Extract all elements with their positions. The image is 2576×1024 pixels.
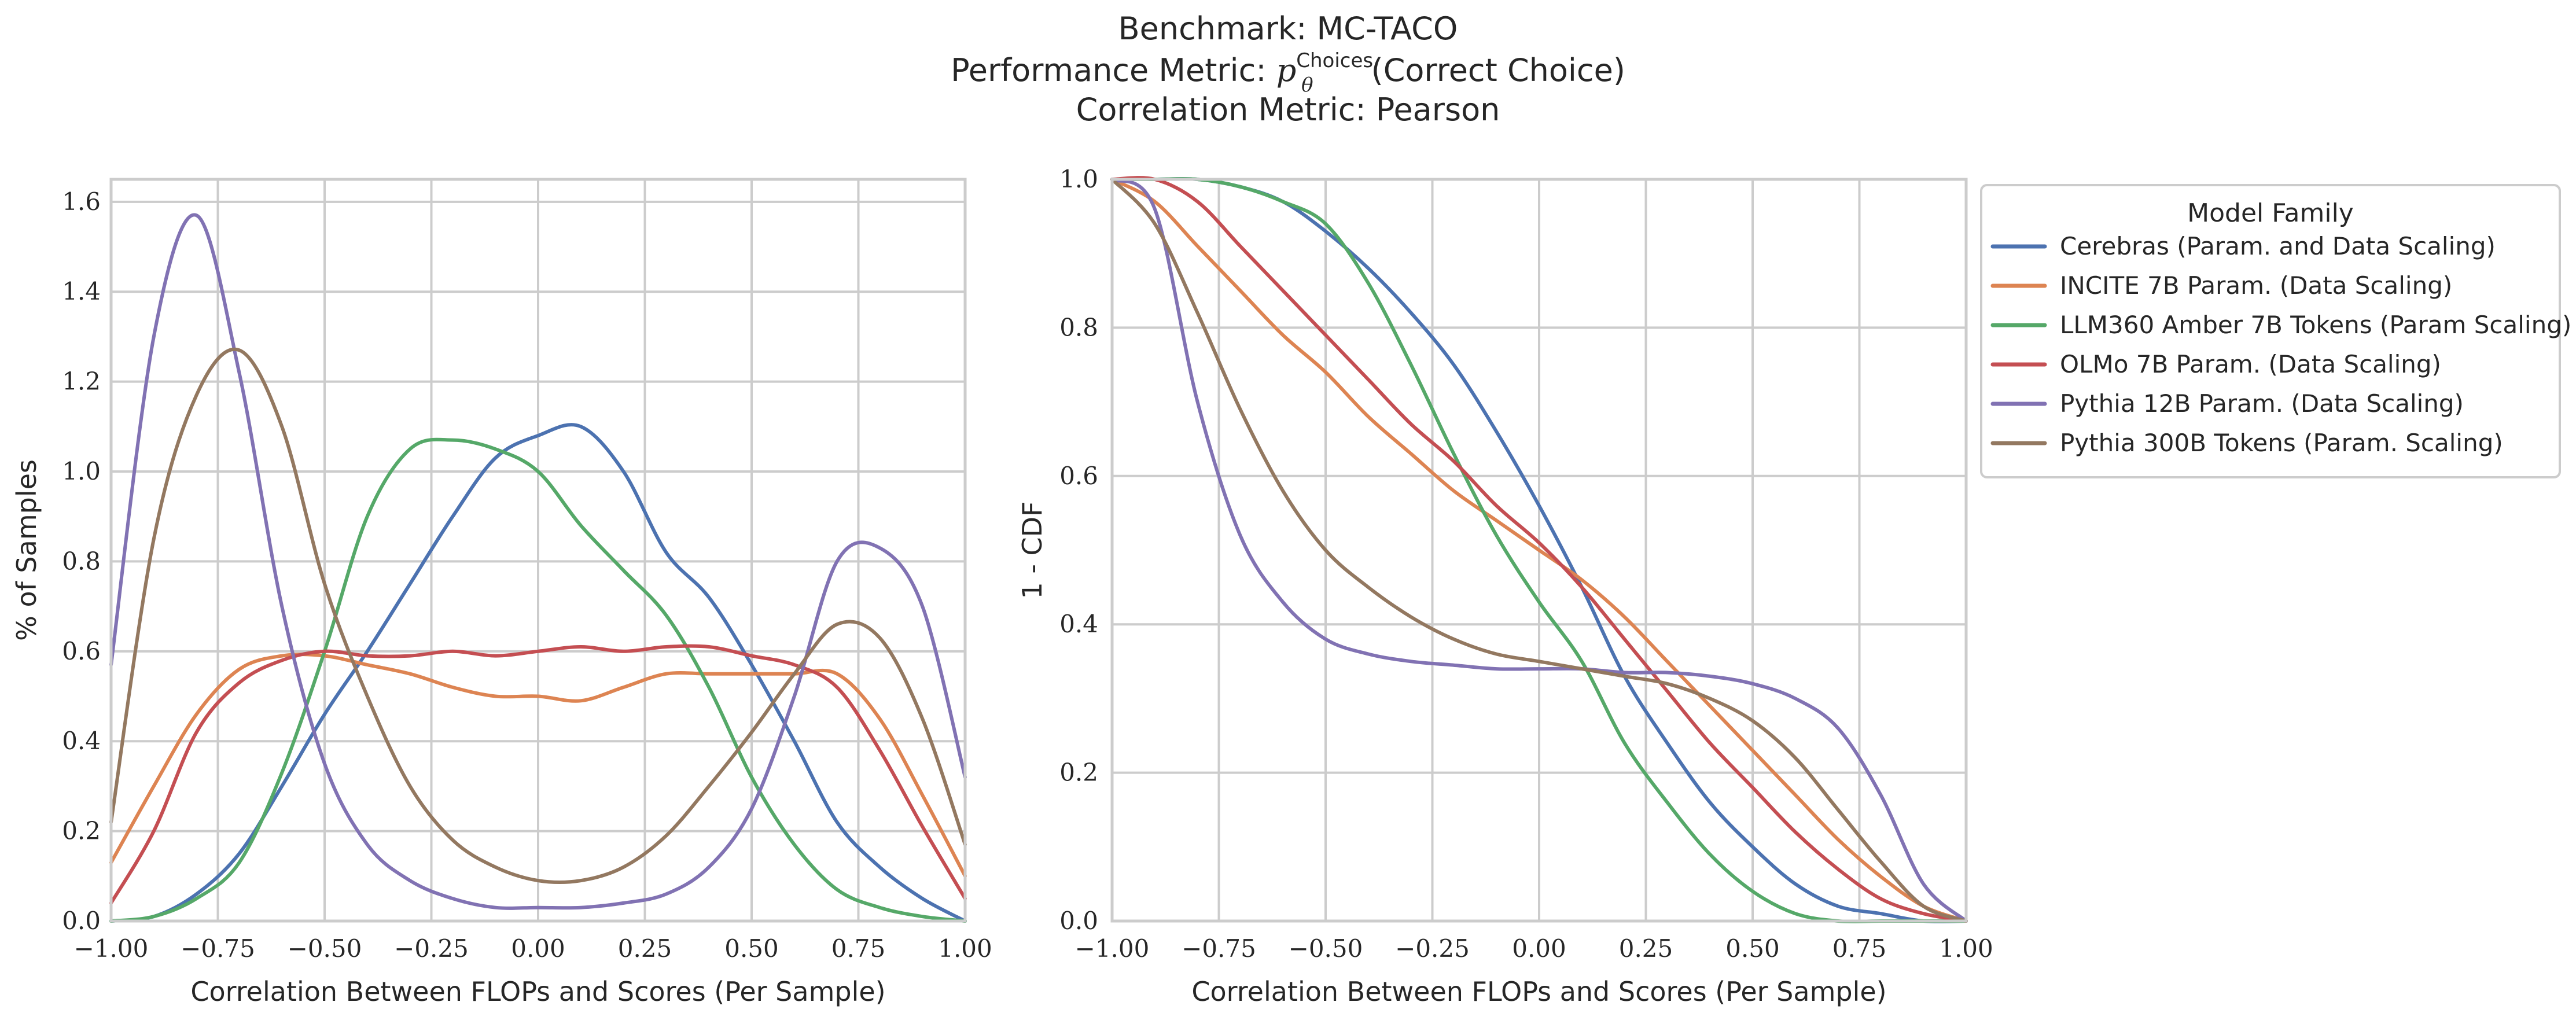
legend-label-llm360-amber-7b-tokens-param-scaling: LLM360 Amber 7B Tokens (Param Scaling) xyxy=(2060,311,2571,339)
kde-curve-pythia-12b-param-data-scaling xyxy=(109,213,967,910)
title-math-sup: Choices xyxy=(1296,49,1373,72)
legend-box xyxy=(1980,184,2561,478)
kde-grid xyxy=(110,179,966,922)
cdf-xtick-label: −0.75 xyxy=(1182,934,1256,963)
cdf-ytick-label: 0.8 xyxy=(1059,313,1098,341)
kde-xtick-label: 0.00 xyxy=(511,934,565,963)
title-line-3: Correlation Metric: Pearson xyxy=(1076,91,1500,128)
legend-title: Model Family xyxy=(2187,198,2354,228)
kde-xtick-label: −0.50 xyxy=(288,934,362,963)
kde-ytick-label: 0.6 xyxy=(62,637,101,665)
cdf-panel: −1.00 −0.75 −0.50 −0.25 0.00 0.25 0.50 0.75 1.00… xyxy=(1017,165,1993,1007)
kde-xtick-label: 0.50 xyxy=(724,934,779,963)
legend-label-olmo-7b-param-data-scaling: OLMo 7B Param. (Data Scaling) xyxy=(2060,350,2441,378)
cdf-xtick-label: −1.00 xyxy=(1075,934,1150,963)
cdf-curve-pythia-12b-param-data-scaling xyxy=(1110,178,1968,923)
kde-panel: −1.00 −0.75 −0.50 −0.25 0.00 0.25 0.50 0.75 1.00… xyxy=(11,178,992,1007)
cdf-curve-pythia-300b-tokens-param-scaling xyxy=(1110,178,1968,923)
cdf-ytick-label: 1.0 xyxy=(1059,165,1098,193)
kde-ytick-label: 1.0 xyxy=(62,457,101,485)
cdf-curves xyxy=(1110,176,1968,923)
kde-curves xyxy=(109,213,967,923)
kde-curve-incite-7b-param-data-scaling xyxy=(109,653,967,878)
cdf-curve-llm360-amber-7b-tokens-param-scaling xyxy=(1110,177,1968,923)
figure-title: Benchmark: MC-TACO Performance Metric: p… xyxy=(951,10,1625,128)
kde-ytick-label: 0.4 xyxy=(62,727,101,755)
kde-curve-pythia-300b-tokens-param-scaling xyxy=(109,347,967,884)
kde-xlabel: Correlation Between FLOPs and Scores (Pe… xyxy=(190,976,885,1007)
legend-items: Cerebras (Param. and Data Scaling) INCITE… xyxy=(1990,232,2571,457)
cdf-ytick-label: 0.6 xyxy=(1059,462,1098,490)
cdf-yticks: 0.0 0.2 0.4 0.6 0.8 1.0 xyxy=(1059,165,1098,935)
cdf-ylabel: 1 - CDF xyxy=(1017,501,1048,599)
kde-xtick-label: 1.00 xyxy=(938,934,992,963)
legend-label-pythia-300b-tokens-param-scaling: Pythia 300B Tokens (Param. Scaling) xyxy=(2060,429,2503,457)
kde-ytick-label: 0.2 xyxy=(62,817,101,845)
cdf-frame xyxy=(1110,178,1968,923)
title-math-p: p xyxy=(1276,52,1297,89)
cdf-ytick-label: 0.4 xyxy=(1059,610,1098,638)
title-line-2-suffix: (Correct Choice) xyxy=(1371,52,1625,89)
cdf-xtick-label: 0.50 xyxy=(1725,934,1780,963)
cdf-curve-incite-7b-param-data-scaling xyxy=(1110,178,1968,923)
kde-xticks: −1.00 −0.75 −0.50 −0.25 0.00 0.25 0.50 0.75 1.00 xyxy=(74,934,992,963)
cdf-xtick-label: 0.25 xyxy=(1619,934,1673,963)
kde-xtick-label: −0.25 xyxy=(394,934,469,963)
kde-frame xyxy=(109,178,967,923)
title-line-1: Benchmark: MC-TACO xyxy=(1118,10,1458,47)
cdf-xtick-label: 1.00 xyxy=(1939,934,1993,963)
kde-ytick-label: 0.0 xyxy=(62,907,101,935)
kde-yticks: 0.0 0.2 0.4 0.6 0.8 1.0 1.2 1.4 1.6 xyxy=(62,187,101,935)
title-math-sub: θ xyxy=(1301,73,1313,97)
kde-xtick-label: 0.25 xyxy=(618,934,672,963)
kde-ytick-label: 1.2 xyxy=(62,367,101,396)
kde-ytick-label: 0.8 xyxy=(62,547,101,575)
title-line-2-prefix: Performance Metric: xyxy=(951,52,1276,89)
cdf-xtick-label: −0.25 xyxy=(1395,934,1470,963)
kde-ylabel: % of Samples xyxy=(11,459,42,641)
cdf-xtick-label: −0.50 xyxy=(1289,934,1363,963)
kde-xtick-label: 0.75 xyxy=(831,934,886,963)
kde-xtick-label: −0.75 xyxy=(181,934,255,963)
cdf-ytick-label: 0.2 xyxy=(1059,758,1098,787)
kde-curve-llm360-amber-7b-tokens-param-scaling xyxy=(109,437,967,923)
legend-label-pythia-12b-param-data-scaling: Pythia 12B Param. (Data Scaling) xyxy=(2060,389,2464,418)
legend: Model Family Cerebras (Param. and Data S… xyxy=(1980,184,2571,478)
title-line-2: Performance Metric: pChoices θ (Correct Ch… xyxy=(951,49,1625,97)
kde-ytick-label: 1.4 xyxy=(62,277,101,305)
cdf-curve-olmo-7b-param-data-scaling xyxy=(1110,176,1968,923)
kde-ytick-label: 1.6 xyxy=(62,187,101,216)
cdf-xtick-label: 0.00 xyxy=(1512,934,1566,963)
legend-label-cerebras-param-and-data-scaling: Cerebras (Param. and Data Scaling) xyxy=(2060,232,2496,260)
cdf-xtick-label: 0.75 xyxy=(1832,934,1887,963)
kde-curve-olmo-7b-param-data-scaling xyxy=(109,644,967,905)
kde-xtick-label: −1.00 xyxy=(74,934,149,963)
cdf-ytick-label: 0.0 xyxy=(1059,907,1098,935)
cdf-xticks: −1.00 −0.75 −0.50 −0.25 0.00 0.25 0.50 0.75 1.00 xyxy=(1075,934,1993,963)
legend-label-incite-7b-param-data-scaling: INCITE 7B Param. (Data Scaling) xyxy=(2060,271,2452,300)
cdf-xlabel: Correlation Between FLOPs and Scores (Pe… xyxy=(1191,976,1886,1007)
